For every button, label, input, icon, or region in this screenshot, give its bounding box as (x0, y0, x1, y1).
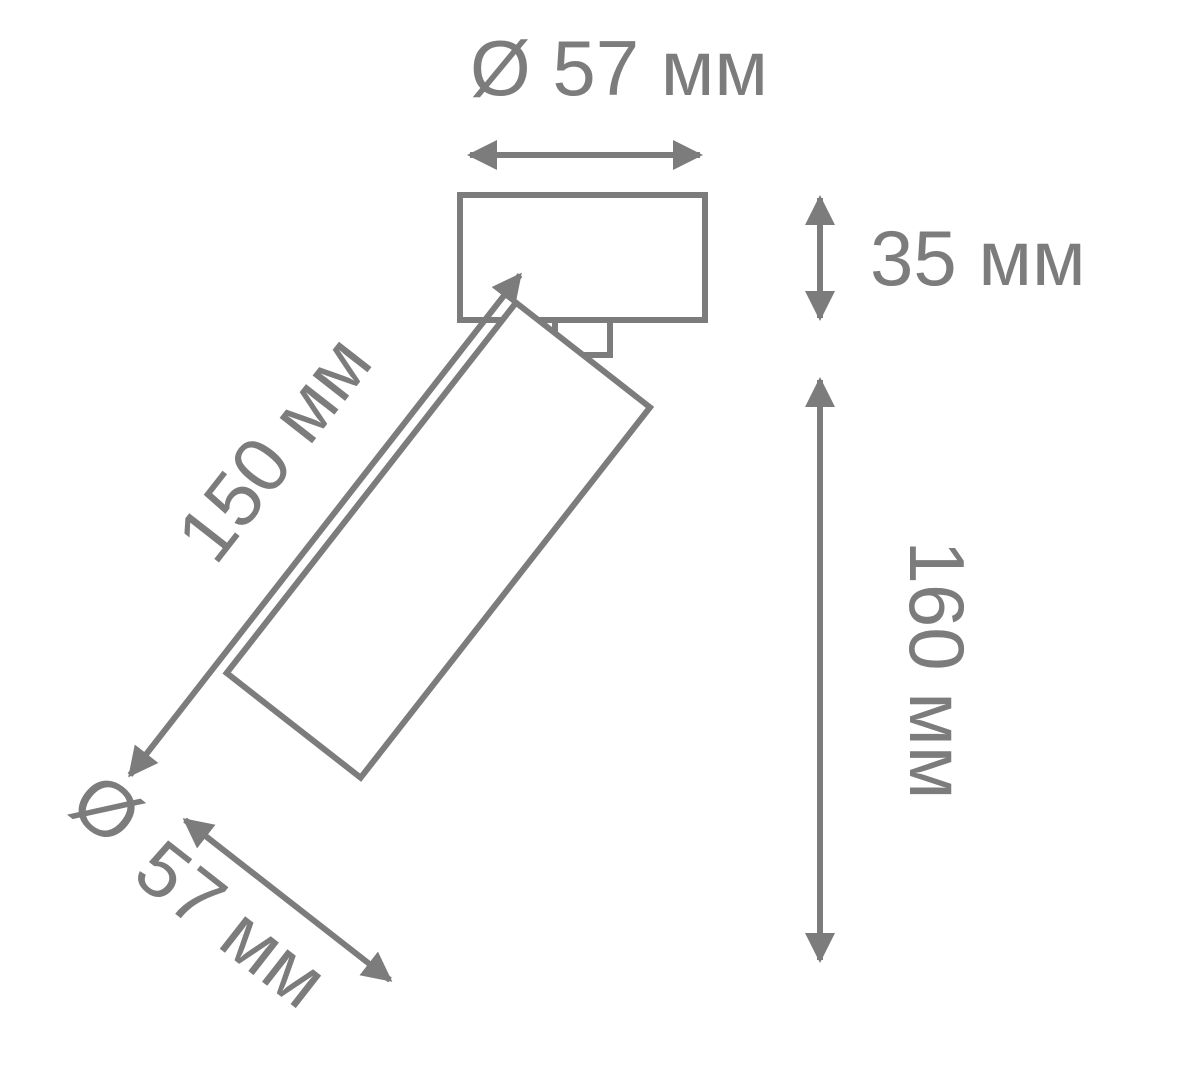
dim-diameter-symbol: Ø (56, 755, 158, 862)
dimension-annotations: Ø 57 мм35 мм160 мм150 ммØ57 мм (56, 24, 1086, 1025)
dim-label-overall-height: 160 мм (893, 540, 981, 799)
dimension-diagram: Ø 57 мм35 мм160 мм150 ммØ57 мм (0, 0, 1200, 1065)
dim-label-top-width: Ø 57 мм (470, 24, 768, 112)
dim-label-base-height: 35 мм (870, 214, 1086, 302)
